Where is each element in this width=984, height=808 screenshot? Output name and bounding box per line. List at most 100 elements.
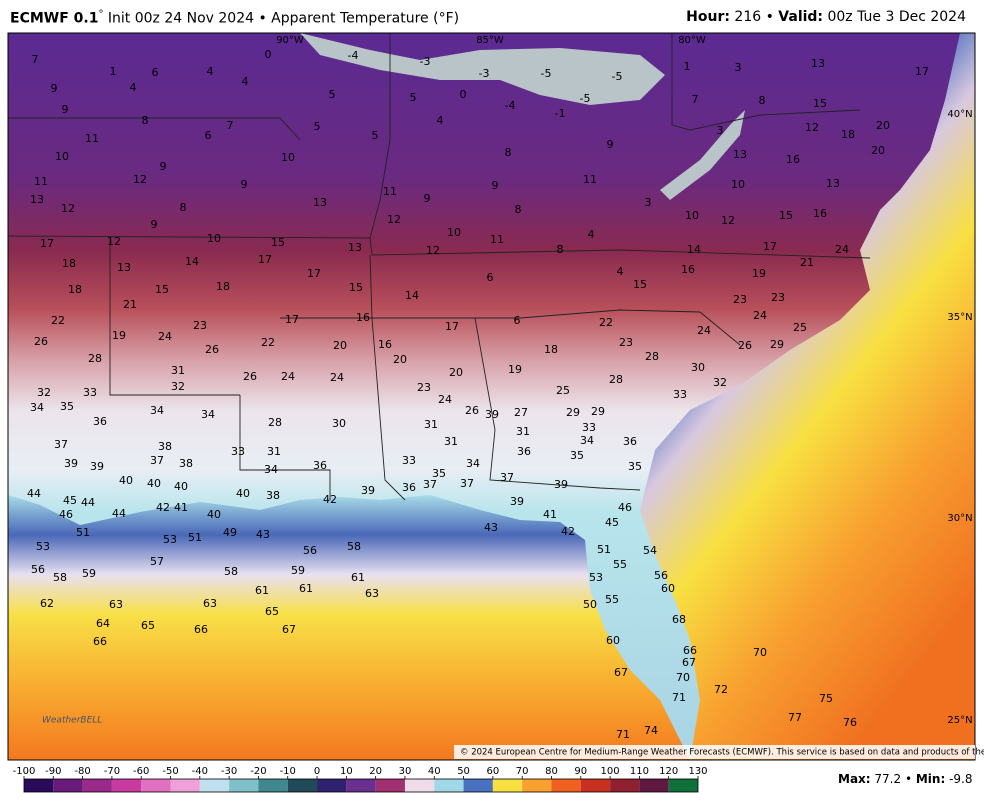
station-value: 4: [130, 81, 137, 94]
map-background: [7, 32, 976, 761]
station-value: 58: [347, 540, 361, 553]
colorbar-segment: [346, 779, 376, 792]
model: ECMWF 0.1: [10, 10, 99, 27]
colorbar-segment: [639, 779, 669, 792]
border: [369, 33, 391, 239]
station-value: 33: [83, 386, 97, 399]
station-value: 33: [402, 454, 416, 467]
station-value: 37: [460, 477, 474, 490]
station-value: 26: [34, 335, 48, 348]
station-value: 30: [332, 417, 346, 430]
station-value: 16: [378, 338, 392, 351]
station-value: 63: [109, 598, 123, 611]
station-value: 19: [508, 363, 522, 376]
station-value: 59: [82, 567, 96, 580]
station-value: 20: [333, 339, 347, 352]
station-value: 20: [876, 119, 890, 132]
title: Init 00z 24 Nov 2024 • Apparent Temperat…: [107, 10, 460, 27]
hour-value: 216 •: [734, 9, 774, 25]
station-value: 61: [255, 584, 269, 597]
border: [7, 235, 871, 259]
station-value: 9: [51, 82, 58, 95]
station-value: 5: [372, 129, 379, 142]
colorbar-tick-label: 90: [574, 766, 587, 777]
station-value: 14: [687, 243, 701, 256]
station-value: 40: [119, 474, 133, 487]
station-value: 36: [517, 445, 531, 458]
station-value: 21: [800, 256, 814, 269]
station-value: 44: [27, 487, 41, 500]
station-value: 24: [330, 371, 344, 384]
station-value: 31: [267, 445, 281, 458]
station-value: 64: [96, 617, 110, 630]
station-value: 50: [583, 598, 597, 611]
station-value: 12: [61, 202, 75, 215]
station-value: 0: [460, 88, 467, 101]
colorbar-segment: [668, 779, 698, 792]
station-value: 67: [614, 666, 628, 679]
station-value: 10: [447, 226, 461, 239]
colorbar-frame: [23, 778, 699, 793]
border: [369, 254, 406, 501]
station-value: 25: [556, 384, 570, 397]
station-value: 15: [813, 97, 827, 110]
station-value: 45: [605, 516, 619, 529]
station-value: 71: [616, 728, 630, 741]
station-value: 57: [150, 555, 164, 568]
station-value: 13: [117, 261, 131, 274]
station-value: 35: [628, 460, 642, 473]
station-value: 66: [683, 644, 697, 657]
station-value: 24: [835, 243, 849, 256]
colorbar-tick-label: 50: [457, 766, 470, 777]
station-value: 44: [112, 507, 126, 520]
station-value: 11: [34, 175, 48, 188]
station-value: 39: [64, 457, 78, 470]
station-value: 77: [788, 711, 802, 724]
colorbar-segment: [317, 779, 347, 792]
station-value: 40: [174, 480, 188, 493]
station-value: 63: [365, 587, 379, 600]
station-value: 6: [487, 271, 494, 284]
station-value: 15: [155, 283, 169, 296]
colorbar-tick-label: -80: [74, 766, 90, 777]
station-value: 19: [112, 329, 126, 342]
station-value: 55: [613, 558, 627, 571]
station-value: 61: [299, 582, 313, 595]
station-value: 13: [826, 177, 840, 190]
station-value: 23: [193, 319, 207, 332]
station-value: 28: [609, 373, 623, 386]
station-value: 17: [763, 240, 777, 253]
station-value: 11: [583, 173, 597, 186]
station-value: 24: [697, 324, 711, 337]
colorbar-segment: [199, 779, 230, 792]
longitude-label: 80°W: [678, 35, 706, 46]
station-value: -5: [612, 70, 623, 83]
station-value: 4: [242, 75, 249, 88]
station-value: 55: [605, 593, 619, 606]
station-value: 16: [356, 311, 370, 324]
station-value: 19: [752, 267, 766, 280]
station-value: -1: [555, 107, 566, 120]
station-value: 34: [580, 434, 594, 447]
station-value: 42: [561, 525, 575, 538]
station-value: 17: [40, 237, 54, 250]
station-value: 60: [606, 634, 620, 647]
border: [239, 395, 331, 500]
min-label: Min:: [916, 772, 945, 786]
station-value: 1: [110, 65, 117, 78]
station-value: 67: [282, 623, 296, 636]
colorbar: -100 -90 -80 -70 -60 -50 -40 -30 -20 -10 0 10 20 30 40…: [13, 766, 708, 793]
station-value: 49: [223, 526, 237, 539]
station-value: 26: [243, 370, 257, 383]
station-value: 72: [714, 683, 728, 696]
station-value: 8: [505, 146, 512, 159]
station-value: 40: [207, 508, 221, 521]
station-value: 39: [90, 460, 104, 473]
colorbar-segment: [258, 779, 288, 792]
station-value: -5: [541, 67, 552, 80]
border: [8, 117, 301, 141]
station-value: 12: [721, 214, 735, 227]
station-value: 7: [227, 119, 234, 132]
station-value: 16: [786, 153, 800, 166]
